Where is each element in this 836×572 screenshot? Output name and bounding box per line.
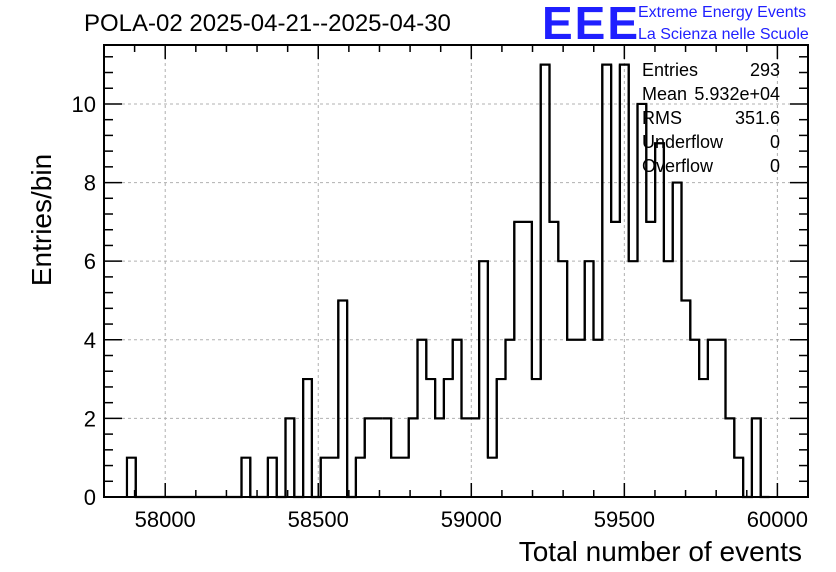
histogram-bin	[434, 379, 446, 420]
histogram-bin	[759, 418, 770, 499]
stat-row: Underflow 0	[642, 132, 780, 156]
stat-row: Mean 5.932e+04	[642, 84, 780, 108]
histogram-bin	[425, 339, 437, 419]
histogram-bin	[266, 456, 278, 497]
histogram-bin	[698, 339, 710, 381]
histogram-bin	[742, 418, 754, 499]
histogram-bin	[557, 221, 569, 340]
histogram-bin	[390, 418, 410, 459]
histogram-bin	[240, 456, 252, 497]
histogram-bin	[750, 417, 762, 497]
x-tick-label: 58000	[135, 507, 196, 532]
histogram-bin	[548, 64, 560, 262]
histogram-bin	[451, 338, 463, 419]
histogram-bin	[689, 300, 701, 380]
stat-label-rms: RMS	[642, 108, 682, 128]
y-tick-label: 4	[84, 328, 96, 353]
histogram-bin	[592, 64, 604, 341]
stat-label-overflow: Overflow	[642, 156, 714, 176]
plot-frame	[103, 44, 809, 498]
histogram-bin	[486, 261, 498, 459]
stat-label-mean: Mean	[642, 84, 688, 104]
histogram-bin	[293, 379, 305, 499]
histogram-bin	[354, 418, 366, 497]
histogram-bin	[513, 220, 534, 380]
stat-value-entries: 293	[749, 60, 780, 80]
histogram-bin	[610, 64, 622, 223]
histogram-bin	[566, 261, 586, 341]
histogram-bin	[249, 457, 270, 499]
histogram-bin	[407, 339, 419, 458]
histogram-bin	[706, 338, 727, 419]
stat-value-underflow: 0	[769, 132, 780, 152]
stats-box: Entries 293 Mean 5.932e+04 RMS 351.6 Und…	[642, 60, 780, 180]
stat-value-overflow: 0	[769, 156, 780, 176]
x-tick-label: 59500	[594, 507, 655, 532]
histogram-bin	[442, 339, 454, 419]
histogram-bin	[504, 221, 516, 380]
plot-border	[103, 44, 809, 498]
stat-row: Overflow 0	[642, 156, 780, 180]
y-tick-label: 10	[72, 92, 96, 117]
histogram-bin	[539, 63, 551, 380]
histogram-bin	[337, 299, 349, 497]
logo-mark: EEE	[542, 0, 641, 49]
y-tick-label: 0	[84, 485, 96, 510]
chart-title: POLA-02 2025-04-21--2025-04-30	[84, 10, 451, 37]
y-tick-label: 8	[84, 171, 96, 196]
x-tick-label: 58500	[288, 507, 349, 532]
histogram-bin	[302, 377, 314, 497]
stat-row: RMS 351.6	[642, 108, 780, 132]
stat-label-underflow: Underflow	[642, 132, 724, 152]
histogram-bin	[724, 339, 736, 458]
stat-value-mean: 5.932e+04	[694, 84, 780, 104]
x-tick-label: 60000	[747, 507, 808, 532]
histogram-bin	[275, 418, 287, 499]
y-tick-label: 6	[84, 249, 96, 274]
histogram-bin	[284, 417, 296, 497]
y-axis-label: Entries/bin	[26, 153, 57, 287]
logo-line-1: Extreme Energy Events	[638, 4, 807, 21]
logo-line-2: La Scienza nelle Scuole	[638, 26, 809, 43]
histogram-bin	[530, 64, 542, 381]
stat-label-entries: Entries	[642, 60, 699, 80]
histogram-bin	[478, 260, 490, 458]
histogram-bin	[346, 300, 358, 499]
histogram-bin	[319, 300, 340, 497]
histogram-bin	[416, 338, 428, 419]
histogram-bin	[627, 64, 639, 263]
stat-row: Entries 293	[642, 60, 780, 84]
axis-tick-labels: 58000 58500 59000 59500 60000 0 2 4 6 8 10	[72, 92, 808, 532]
stat-value-rms: 351.6	[734, 108, 780, 128]
histogram-bin	[583, 260, 595, 340]
histogram-bin	[601, 63, 613, 340]
histogram-bin	[671, 181, 683, 301]
histogram-bin	[495, 339, 507, 458]
histogram-bin	[134, 457, 243, 499]
histogram-bin	[382, 417, 393, 458]
x-axis-label: Total number of events	[518, 536, 802, 567]
axis-ticks	[103, 45, 809, 498]
histogram-bin	[310, 379, 322, 499]
x-tick-label: 59000	[441, 507, 502, 532]
histogram-bin	[733, 418, 745, 497]
eee-logo: EEE Extreme Energy Events La Scienza nel…	[542, 0, 832, 49]
y-tick-label: 2	[84, 406, 96, 431]
histogram-bin	[363, 417, 383, 458]
